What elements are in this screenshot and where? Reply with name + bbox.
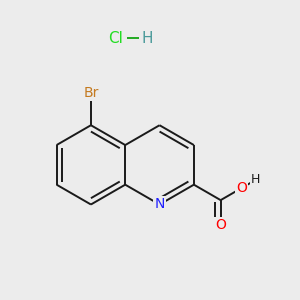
Text: H: H — [251, 173, 260, 186]
Text: O: O — [215, 218, 226, 232]
Text: Cl: Cl — [108, 31, 123, 46]
Text: N: N — [154, 197, 165, 212]
Text: O: O — [236, 181, 247, 195]
Text: Br: Br — [83, 86, 99, 100]
Text: H: H — [141, 31, 153, 46]
